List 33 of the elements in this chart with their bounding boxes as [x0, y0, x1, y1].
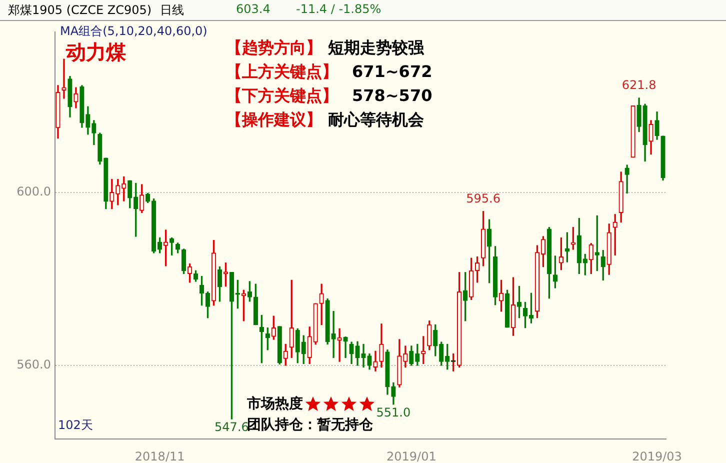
text: 595.6 — [466, 191, 500, 206]
annotation: 市场热度 — [247, 396, 303, 412]
annotation: 耐心等待机会 — [328, 110, 424, 129]
annotation: 短期走势较强 — [328, 38, 424, 57]
annotation: 【操作建议】 — [226, 110, 322, 129]
text: 547.6 — [214, 420, 249, 434]
text: 551.0 — [376, 406, 411, 420]
annotation: 【上方关键点】 — [226, 62, 338, 81]
chart-title: 郑煤1905 (CZCE ZC905) — [8, 2, 152, 19]
annotation: 578~570 — [352, 86, 432, 105]
candlestick — [337, 328, 342, 362]
annotation: 671~672 — [352, 62, 432, 81]
text: 621.8 — [622, 78, 656, 92]
candlestick — [361, 344, 366, 368]
annotation: 102天 — [58, 418, 93, 432]
candlestick — [331, 311, 336, 358]
candlestick — [62, 58, 66, 99]
x-tick-label: 2019/01 — [386, 449, 436, 463]
candlestick — [319, 284, 324, 326]
x-tick-label: 2018/11 — [134, 449, 185, 463]
candlestick — [624, 164, 630, 194]
candlestick — [343, 336, 348, 358]
y-tick-label: 600.0 — [16, 184, 51, 198]
text: 日线 — [160, 2, 184, 19]
x-tick-label: 2019/03 — [632, 449, 682, 463]
y-tick-label: 560.0 — [16, 358, 51, 372]
annotation: MA组合(5,10,20,40,60,0) — [60, 24, 208, 38]
annotation: 【趋势方向】 — [226, 38, 322, 57]
text: -11.4 / -1.85% — [296, 2, 382, 16]
annotation: 团队持仓：暂无持仓 — [247, 417, 373, 433]
text: 603.4 — [236, 2, 270, 16]
annotation: 动力煤 — [66, 40, 126, 64]
annotation: 【下方关键点】 — [226, 86, 338, 105]
